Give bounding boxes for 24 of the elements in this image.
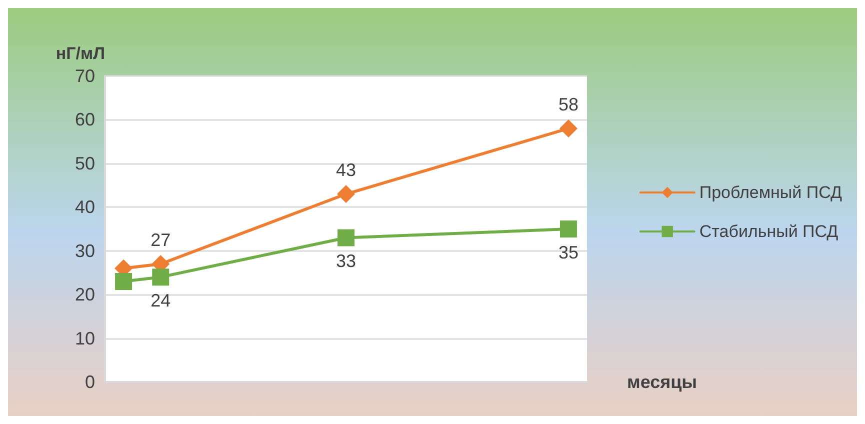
data-label: 43 bbox=[336, 160, 356, 180]
point bbox=[152, 268, 170, 286]
data-label: 24 bbox=[150, 290, 171, 311]
legend-label: Стабильный ПСД bbox=[699, 222, 839, 241]
y-tick-label: 70 bbox=[74, 66, 95, 86]
y-tick-label: 50 bbox=[74, 153, 95, 174]
point bbox=[337, 185, 355, 204]
y-tick-label: 0 bbox=[84, 372, 95, 392]
y-tick-label: 10 bbox=[74, 328, 95, 348]
data-label: 58 bbox=[558, 94, 578, 114]
x-axis-title: месяцы bbox=[627, 372, 698, 392]
y-tick-label: 30 bbox=[74, 240, 95, 261]
data-label: 27 bbox=[150, 230, 171, 250]
data-label: 33 bbox=[336, 251, 356, 272]
data-label: 35 bbox=[558, 242, 578, 262]
legend-label: Проблемный ПСД bbox=[699, 183, 842, 202]
point bbox=[559, 119, 578, 138]
point bbox=[115, 272, 132, 290]
point bbox=[338, 229, 354, 246]
point bbox=[560, 220, 577, 238]
y-tick-label: 60 bbox=[74, 110, 95, 130]
y-tick-label: 40 bbox=[74, 197, 95, 218]
y-axis-title: нГ/мЛ bbox=[56, 44, 105, 63]
y-tick-label: 20 bbox=[74, 284, 95, 305]
